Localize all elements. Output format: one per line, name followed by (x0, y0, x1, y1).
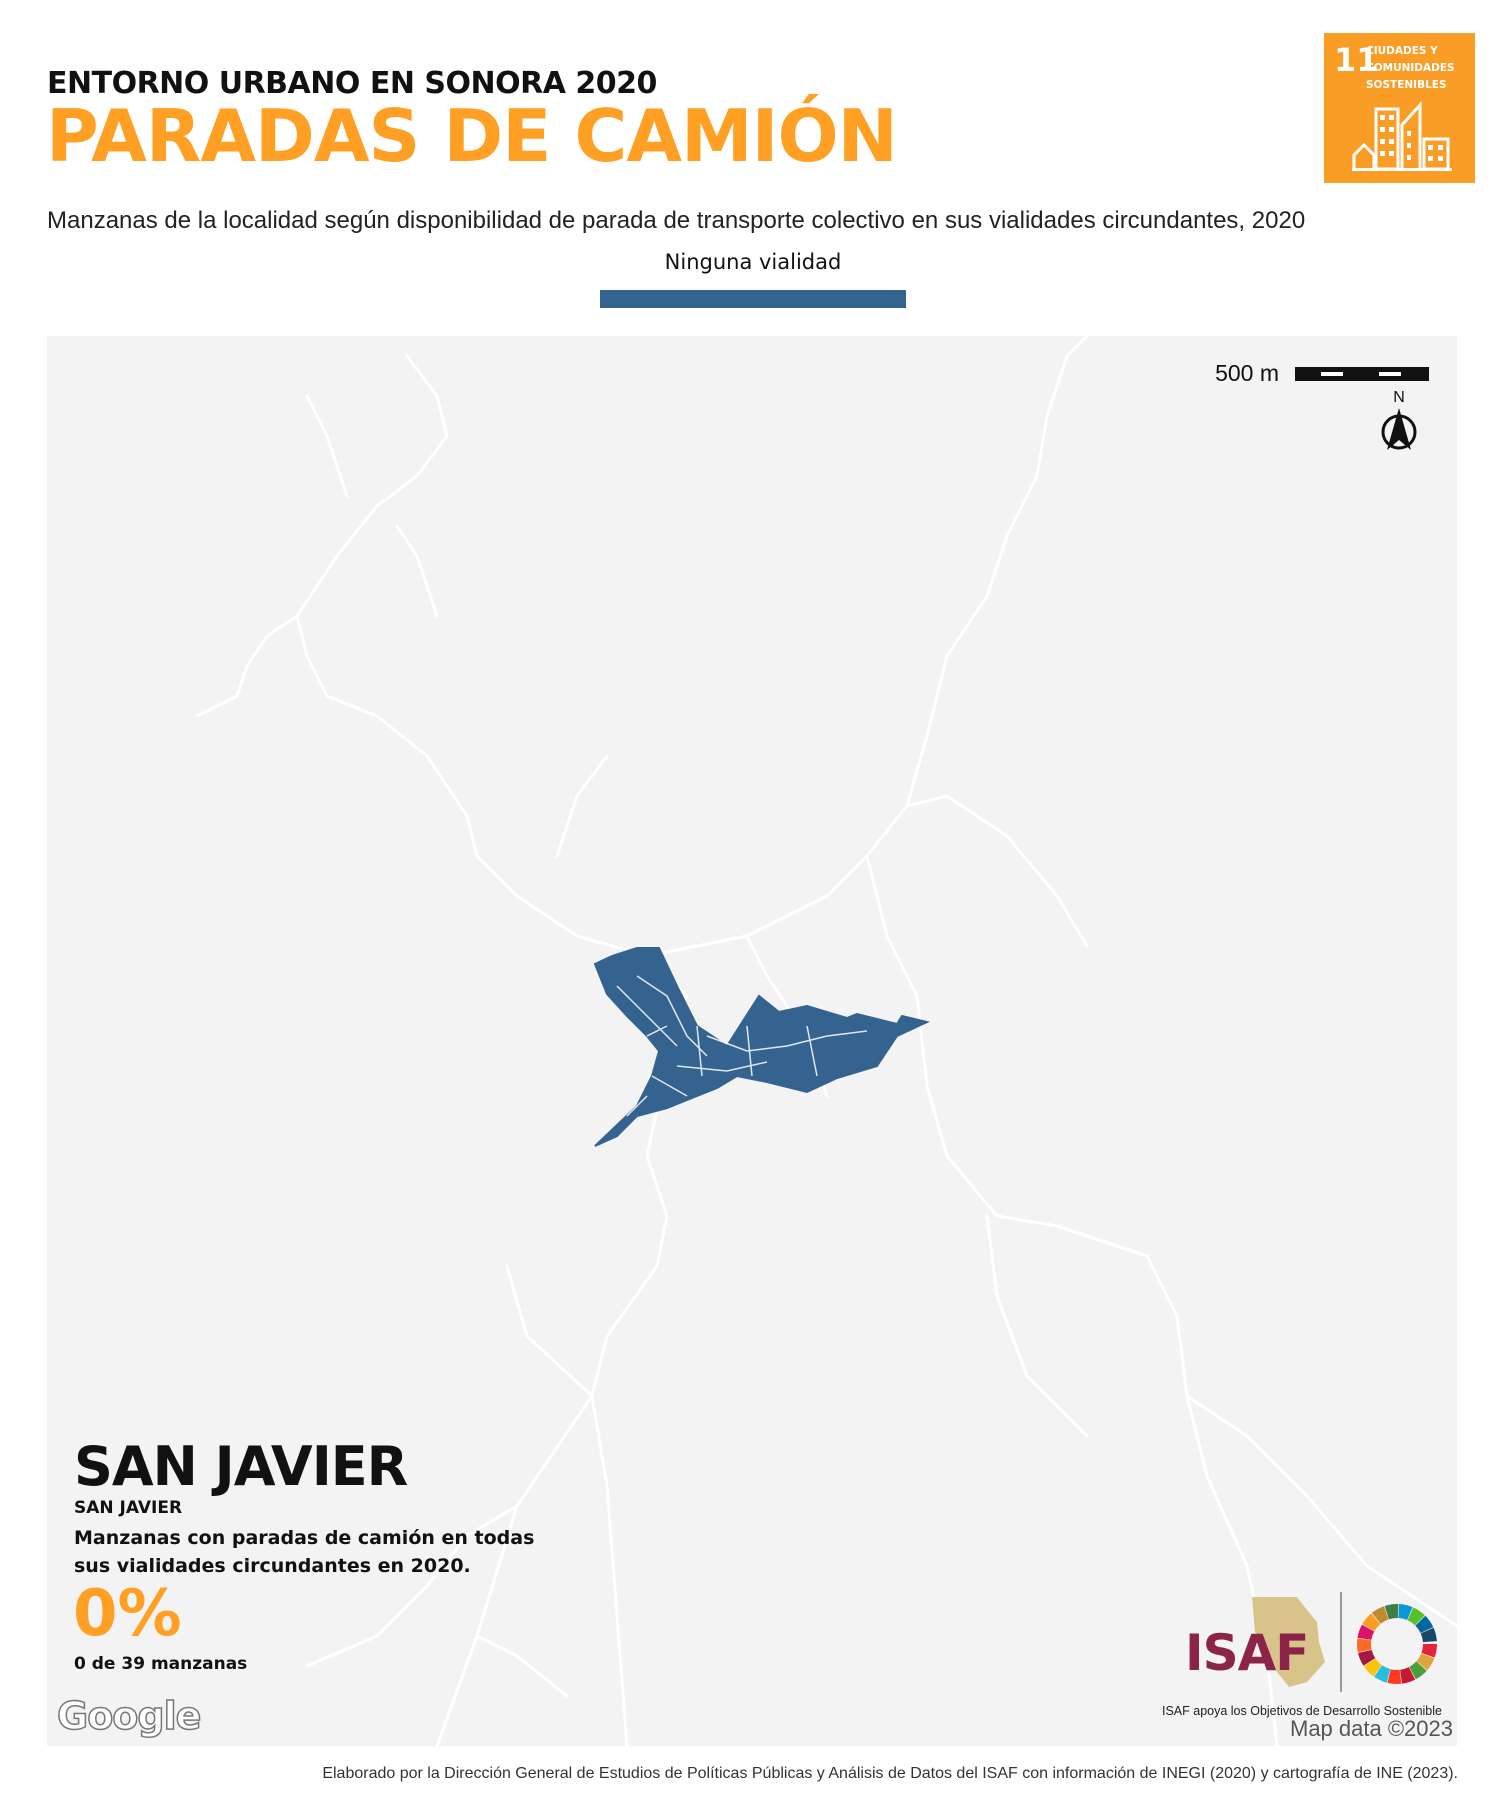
road (295, 614, 649, 958)
isaf-logo: ISAF (1185, 1624, 1309, 1682)
road (475, 1634, 569, 1698)
sdg-wheel-icon (1357, 1604, 1437, 1684)
sonora-map-icon (1252, 1597, 1325, 1687)
road (865, 854, 1279, 1746)
road (905, 794, 1089, 948)
locality-name: SAN JAVIER (74, 1435, 408, 1498)
road (645, 336, 1089, 958)
locality-blocks[interactable] (47, 336, 1457, 1746)
pre-title: ENTORNO URBANO EN SONORA 2020 (47, 66, 657, 101)
road (305, 394, 349, 498)
isaf-caption: ISAF apoya los Objetivos de Desarrollo S… (1161, 1704, 1442, 1718)
page-title: PARADAS DE CAMIÓN (46, 94, 898, 178)
sdg-label: CIUDADES Y COMUNIDADES SOSTENIBLES (1366, 45, 1455, 91)
road (555, 754, 609, 858)
municipality-name: SAN JAVIER (74, 1498, 183, 1518)
road (395, 524, 439, 618)
sdg-number: 11 (1334, 41, 1379, 79)
map[interactable]: 500 m N SAN JAVIER SAN JAVIER Manzanas c… (47, 336, 1457, 1746)
credits: Elaborado por la Dirección General de Es… (322, 1765, 1458, 1782)
north-arrow-icon: N (1381, 389, 1417, 450)
percent-value: 0% (73, 1577, 182, 1651)
urban-blocks-polygon (593, 947, 931, 1147)
buildings-icon (1352, 101, 1452, 171)
subtitle: Manzanas de la localidad según disponibi… (47, 207, 1306, 234)
divider (1340, 1592, 1342, 1692)
road (985, 1214, 1089, 1438)
scale-label: 500 m (1215, 360, 1279, 386)
block-count: 0 de 39 manzanas (74, 1654, 248, 1674)
scale-bar: 500 m (1215, 360, 1429, 387)
road (1185, 1394, 1457, 1628)
road (305, 1504, 519, 1668)
north-label: N (1393, 389, 1405, 406)
locality-description: Manzanas con paradas de camión en todas … (74, 1527, 535, 1577)
google-logo: Google (56, 1693, 202, 1739)
isaf-logo-block: ISAF ISAF apoy (1157, 1582, 1447, 1718)
legend-label: Ninguna vialidad (664, 250, 842, 274)
north-arrow: N (1377, 388, 1421, 459)
map-attribution: Map data ©2023 (1290, 1716, 1453, 1741)
road (195, 614, 299, 718)
road (435, 1394, 594, 1746)
road (295, 354, 449, 618)
sdg-11-badge: 11 CIUDADES Y COMUNIDADES SOSTENIBLES (1324, 33, 1475, 183)
legend-swatch (600, 290, 906, 308)
scale-bar-graphic (1295, 366, 1429, 381)
